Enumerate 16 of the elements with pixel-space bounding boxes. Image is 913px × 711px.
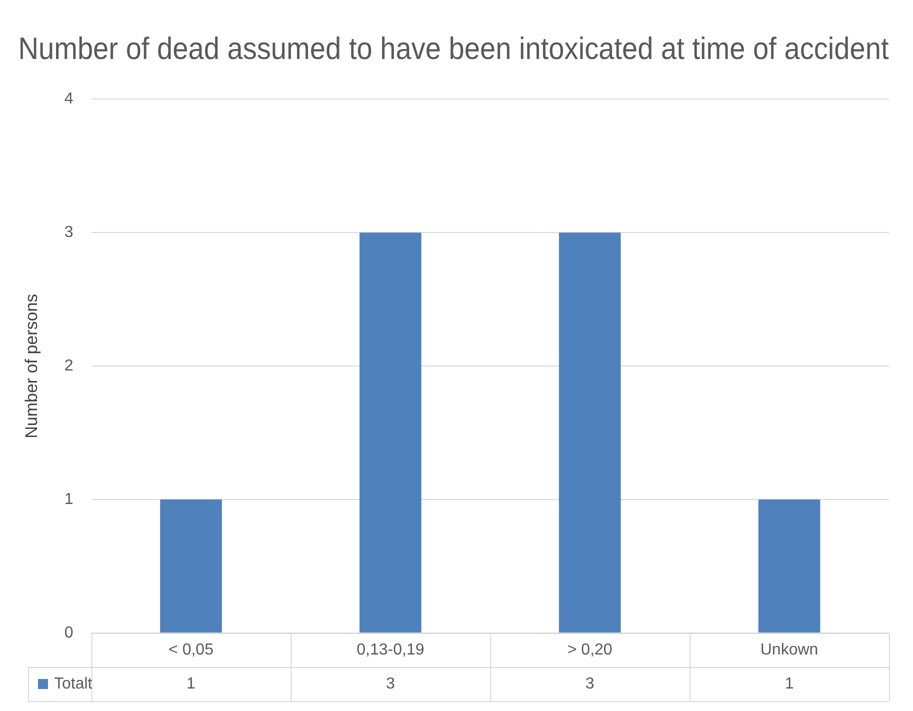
legend-label: Totalt bbox=[54, 675, 93, 692]
y-tick-label: 4 bbox=[64, 90, 74, 108]
y-tick-label: 2 bbox=[64, 358, 74, 375]
x-tick-label: > 0,20 bbox=[567, 641, 612, 658]
y-tick-label: 1 bbox=[64, 490, 74, 508]
data-label: 1 bbox=[784, 675, 794, 692]
x-tick-label: 0,13-0,19 bbox=[356, 641, 424, 658]
y-tick-label: 3 bbox=[64, 224, 74, 242]
data-label: 1 bbox=[186, 675, 196, 692]
chart-title: Number of dead assumed to have been intoxicated at time of accident bbox=[18, 32, 889, 66]
y-axis-title: Number of persons bbox=[22, 294, 41, 438]
data-label: 3 bbox=[386, 675, 395, 692]
y-tick-label: 0 bbox=[64, 624, 74, 642]
x-tick-label: < 0,05 bbox=[168, 641, 214, 658]
x-tick-label: Unkown bbox=[760, 641, 818, 658]
data-label: 3 bbox=[585, 675, 594, 692]
